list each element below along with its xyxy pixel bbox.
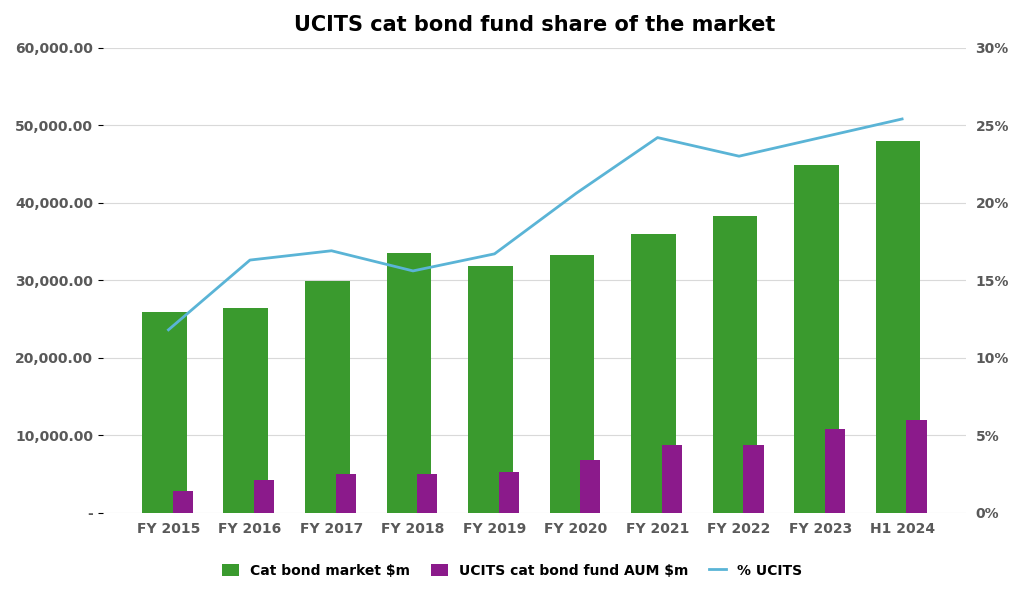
Bar	[713, 216, 758, 513]
Bar	[499, 473, 519, 513]
Legend: Cat bond market $m, UCITS cat bond fund AUM $m, % UCITS: Cat bond market $m, UCITS cat bond fund …	[217, 558, 807, 583]
% UCITS	[651, 134, 664, 141]
Bar	[468, 266, 513, 513]
Bar	[223, 308, 268, 513]
Bar	[417, 474, 437, 513]
Bar	[386, 253, 431, 513]
% UCITS	[244, 257, 256, 264]
Title: UCITS cat bond fund share of the market: UCITS cat bond fund share of the market	[294, 15, 775, 35]
Bar	[172, 491, 193, 513]
% UCITS	[814, 134, 826, 141]
Bar	[254, 480, 274, 513]
Bar	[142, 312, 186, 513]
Bar	[794, 165, 839, 513]
Bar	[824, 429, 845, 513]
Bar	[581, 460, 600, 513]
% UCITS	[407, 267, 419, 275]
Bar	[906, 420, 927, 513]
Line: % UCITS: % UCITS	[168, 119, 902, 330]
% UCITS	[162, 326, 174, 333]
Bar	[662, 445, 682, 513]
Bar	[876, 141, 921, 513]
% UCITS	[896, 116, 908, 123]
Bar	[336, 474, 356, 513]
% UCITS	[570, 190, 583, 197]
% UCITS	[326, 247, 338, 254]
Bar	[305, 281, 350, 513]
% UCITS	[733, 152, 745, 160]
Bar	[743, 445, 764, 513]
Bar	[631, 234, 676, 513]
% UCITS	[488, 250, 501, 257]
Bar	[550, 254, 594, 513]
